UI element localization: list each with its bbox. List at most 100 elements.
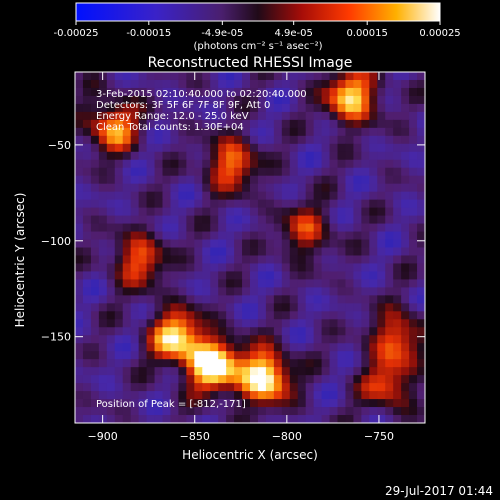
heatmap-cell	[329, 239, 339, 249]
heatmap-cell	[289, 223, 299, 233]
heatmap-cell	[186, 319, 195, 328]
heatmap-cell	[417, 399, 425, 408]
heatmap-cell	[289, 255, 299, 265]
heatmap-cell	[90, 199, 100, 209]
heatmap-cell	[146, 327, 156, 336]
heatmap-cell	[226, 327, 235, 336]
heatmap-cell	[337, 335, 347, 344]
heatmap-cell	[138, 255, 148, 265]
heatmap-cell	[170, 199, 179, 209]
heatmap-cell	[297, 335, 307, 344]
heatmap-cell	[265, 239, 275, 249]
heatmap-cell	[226, 287, 235, 296]
heatmap-cell	[106, 79, 116, 89]
heatmap-cell	[409, 191, 418, 201]
heatmap-cell	[305, 407, 315, 416]
heatmap-cell	[401, 111, 410, 121]
heatmap-cell	[417, 215, 425, 225]
heatmap-cell	[289, 287, 299, 296]
heatmap-cell	[337, 103, 347, 113]
heatmap-cell	[281, 255, 291, 265]
heatmap-cell	[170, 215, 179, 225]
heatmap-cell	[98, 279, 108, 288]
heatmap-cell	[353, 231, 362, 241]
heatmap-cell	[146, 95, 156, 105]
heatmap-cell	[337, 223, 347, 233]
heatmap-cell	[82, 311, 92, 320]
heatmap-cell	[98, 95, 108, 105]
heatmap-cell	[401, 407, 410, 416]
heatmap-cell	[305, 327, 315, 336]
heatmap-cell	[273, 335, 283, 344]
heatmap-cell	[385, 399, 394, 408]
heatmap-cell	[138, 351, 148, 360]
heatmap-cell	[114, 375, 124, 384]
heatmap-cell	[329, 79, 339, 89]
heatmap-cell	[90, 415, 100, 423]
heatmap-cell	[242, 359, 251, 368]
heatmap-cell	[146, 127, 156, 137]
heatmap-cell	[385, 223, 394, 233]
heatmap-cell	[353, 367, 362, 376]
heatmap-cell	[337, 319, 347, 328]
heatmap-cell	[218, 207, 227, 217]
heatmap-cell	[281, 351, 291, 360]
heatmap-cell	[369, 167, 378, 177]
heatmap-cell	[242, 159, 251, 169]
heatmap-cell	[170, 79, 179, 89]
heatmap-cell	[385, 279, 394, 288]
heatmap-cell	[329, 111, 339, 121]
heatmap-cell	[75, 191, 84, 201]
heatmap-cell	[289, 215, 299, 225]
heatmap-cell	[385, 183, 394, 193]
heatmap-cell	[321, 143, 331, 153]
heatmap-cell	[234, 303, 243, 312]
heatmap-cell	[202, 231, 211, 241]
heatmap-cell	[162, 239, 172, 249]
heatmap-cell	[329, 119, 339, 129]
heatmap-cell	[297, 367, 307, 376]
heatmap-cell	[281, 79, 291, 89]
heatmap-cell	[75, 415, 84, 423]
heatmap-cell	[385, 151, 394, 161]
heatmap-cell	[242, 255, 251, 265]
heatmap-cell	[273, 103, 283, 113]
heatmap-cell	[138, 343, 148, 352]
heatmap-cell	[393, 87, 402, 97]
heatmap-cell	[329, 319, 339, 328]
heatmap-cell	[361, 383, 370, 392]
heatmap-cell	[82, 319, 92, 328]
heatmap-cell	[186, 87, 195, 97]
heatmap-cell	[313, 223, 323, 233]
heatmap-cell	[257, 151, 267, 161]
heatmap-cell	[162, 343, 172, 352]
heatmap-cell	[130, 135, 140, 145]
heatmap-cell	[345, 279, 354, 288]
heatmap-cell	[202, 303, 211, 312]
heatmap-cell	[146, 319, 156, 328]
heatmap-cell	[234, 327, 243, 336]
heatmap-cell	[329, 407, 339, 416]
heatmap-cell	[385, 415, 394, 423]
heatmap-cell	[273, 319, 283, 328]
heatmap-cell	[90, 207, 100, 217]
heatmap-cell	[257, 215, 267, 225]
heatmap-cell	[313, 287, 323, 296]
heatmap-cell	[234, 383, 243, 392]
heatmap-cell	[377, 135, 386, 145]
heatmap-image	[75, 72, 425, 423]
heatmap-cell	[417, 167, 425, 177]
heatmap-cell	[369, 72, 378, 81]
heatmap-cell	[417, 87, 425, 97]
heatmap-cell	[194, 271, 203, 281]
heatmap-cell	[305, 207, 315, 217]
heatmap-cell	[138, 143, 148, 153]
heatmap-cell	[369, 359, 378, 368]
heatmap-cell	[106, 207, 116, 217]
heatmap-cell	[289, 311, 299, 320]
heatmap-cell	[178, 183, 187, 193]
heatmap-cell	[417, 143, 425, 153]
heatmap-cell	[178, 263, 187, 273]
heatmap-cell	[242, 143, 251, 153]
heatmap-cell	[130, 111, 140, 121]
